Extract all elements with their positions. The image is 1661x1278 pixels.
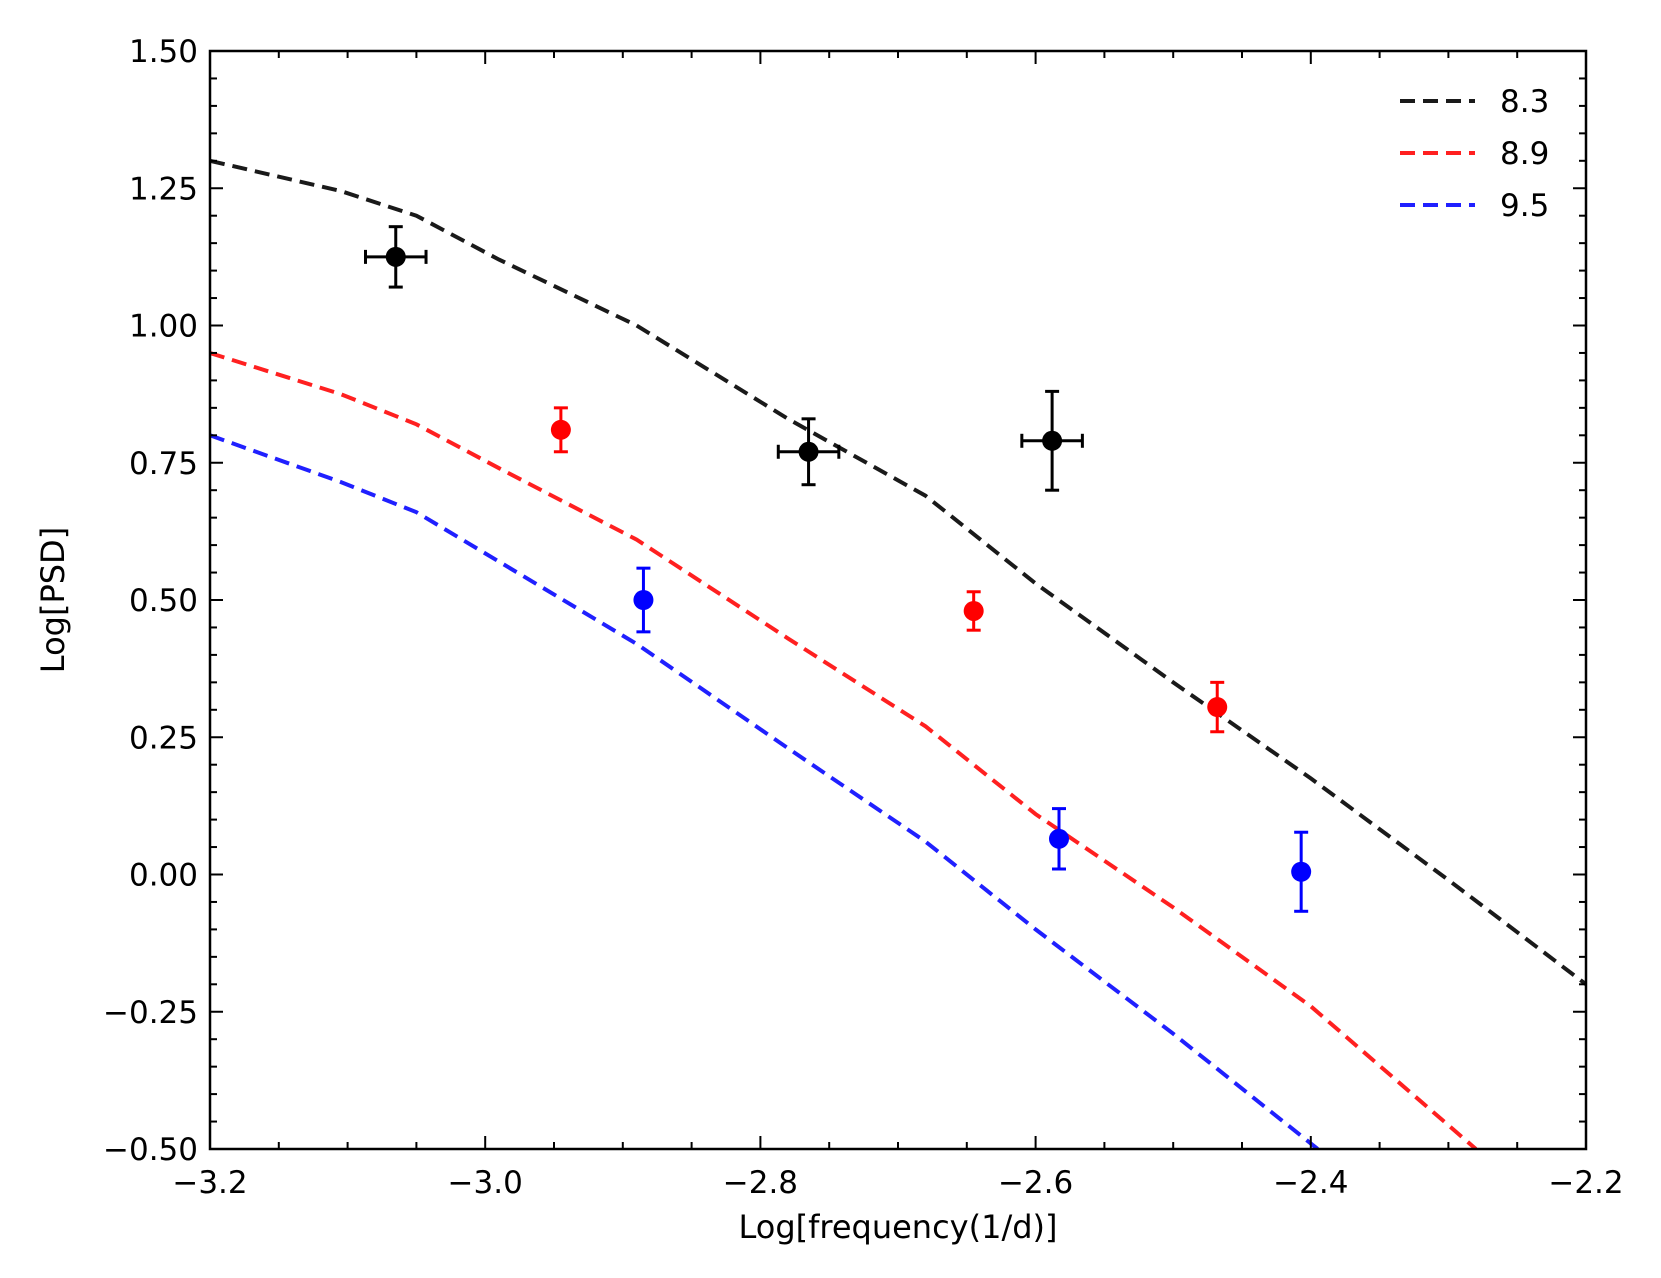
legend-label-8.9: 8.9 bbox=[1500, 136, 1549, 172]
data-points bbox=[385, 246, 1312, 882]
data-point-8.9 bbox=[1207, 697, 1228, 718]
model-line-8.9 bbox=[210, 351, 1478, 1149]
data-point-8.9 bbox=[550, 419, 571, 440]
data-point-8.3 bbox=[798, 441, 819, 462]
legend: 8.3 8.9 9.5 bbox=[1400, 84, 1549, 224]
x-tick-label: −2.2 bbox=[1548, 1165, 1623, 1201]
data-point-8.3 bbox=[1042, 430, 1063, 451]
tick-labels: −3.2 −3.0 −2.8 −2.6 −2.4 −2.2 −0.50 −0.25 0.00 0.… bbox=[103, 34, 1624, 1201]
y-tick-label: 1.50 bbox=[129, 34, 198, 70]
legend-label-9.5: 9.5 bbox=[1500, 188, 1549, 224]
x-tick-label: −3.0 bbox=[448, 1165, 523, 1201]
data-point-9.5 bbox=[1291, 861, 1312, 882]
x-tick-label: −2.6 bbox=[998, 1165, 1073, 1201]
model-line-9.5 bbox=[210, 433, 1319, 1149]
y-tick-label: −0.50 bbox=[103, 1132, 198, 1168]
data-point-9.5 bbox=[633, 590, 654, 610]
y-tick-label: −0.25 bbox=[103, 995, 198, 1031]
x-axis-label: Log[frequency(1/d)] bbox=[738, 1208, 1057, 1246]
y-tick-label: 1.00 bbox=[129, 309, 198, 345]
data-point-8.3 bbox=[385, 246, 406, 267]
x-tick-label: −2.4 bbox=[1273, 1165, 1348, 1201]
data-point-9.5 bbox=[1048, 828, 1069, 849]
legend-label-8.3: 8.3 bbox=[1500, 84, 1549, 120]
y-tick-label: 0.00 bbox=[129, 858, 198, 894]
model-lines bbox=[210, 158, 1586, 1149]
y-tick-label: 0.50 bbox=[129, 583, 198, 619]
plot-frame bbox=[208, 49, 1588, 1151]
y-axis-label: Log[PSD] bbox=[34, 527, 72, 673]
y-tick-label: 0.25 bbox=[129, 720, 198, 756]
y-tick-label: 1.25 bbox=[129, 171, 198, 207]
x-tick-label: −2.8 bbox=[723, 1165, 798, 1201]
error-bars bbox=[363, 225, 1309, 913]
data-point-8.9 bbox=[963, 600, 984, 621]
y-tick-label: 0.75 bbox=[129, 446, 198, 482]
x-tick-label: −3.2 bbox=[172, 1165, 247, 1201]
model-line-8.3 bbox=[210, 158, 1586, 986]
